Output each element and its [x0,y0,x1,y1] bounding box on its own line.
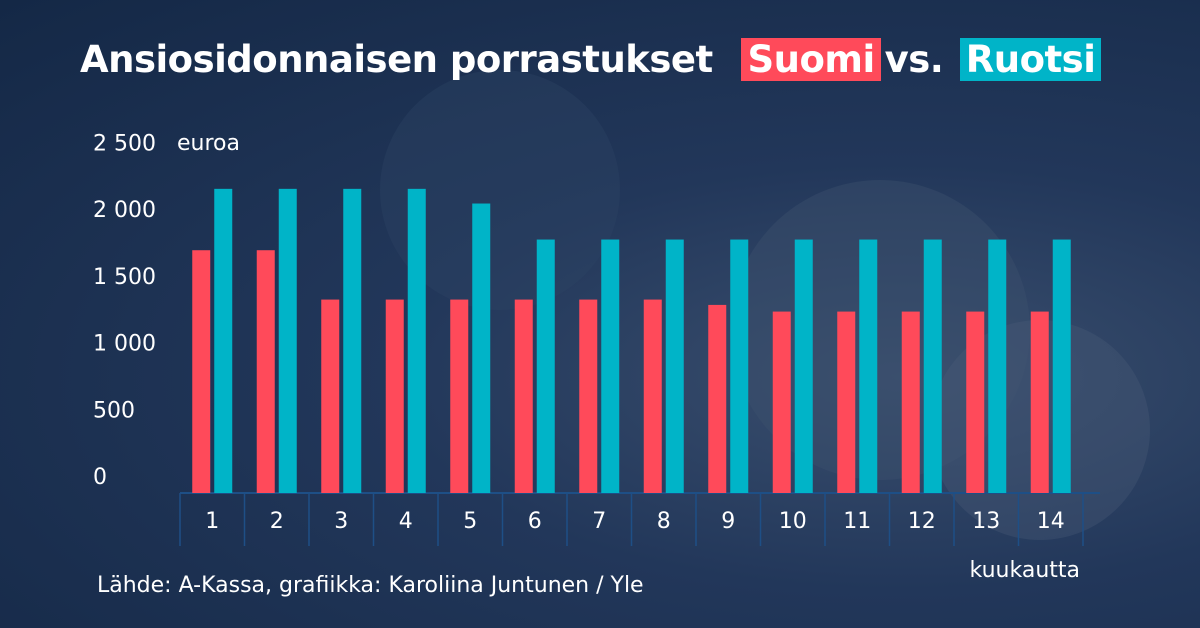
bar [966,311,985,493]
bar [1030,311,1049,493]
y-tick-label: 1 500 [93,265,156,290]
bar [278,188,297,493]
bar [708,304,727,493]
bar [214,188,233,493]
y-tick-label: 2 500 [93,132,156,157]
x-tick-label: 12 [908,509,936,534]
bar [772,311,791,493]
bar [256,250,275,493]
bar [730,239,749,493]
title-text: Ansiosidonnaisen porrastukset [80,38,713,81]
x-tick-label: 11 [843,509,871,534]
bar [579,299,598,493]
bar [859,239,878,493]
x-tick-label: 13 [972,509,1000,534]
x-tick-label: 4 [399,509,413,534]
x-tick-label: 5 [463,509,477,534]
bar [472,203,491,493]
bar [837,311,856,493]
y-tick-label: 0 [93,465,107,490]
bar [407,188,426,493]
bar [665,239,684,493]
bar [343,188,362,493]
y-tick-label: 500 [93,398,135,423]
bar [1052,239,1071,493]
x-tick-label: 1 [205,509,219,534]
x-tick-label: 9 [721,509,735,534]
source: Lähde: A-Kassa, grafiikka: Karoliina Jun… [97,573,644,598]
bar [923,239,942,493]
bar [385,299,404,493]
legend-entry: Ruotsi [959,38,1102,81]
bar [536,239,555,493]
chart-title: Ansiosidonnaisen porrastukset Suomi vs. R… [80,38,1105,81]
x-tick-label: 14 [1037,509,1065,534]
x-tick-label: 3 [334,509,348,534]
legend-entry: Suomi [741,38,881,81]
title-joiner: vs. [884,38,944,81]
bar [901,311,920,493]
bar [450,299,469,493]
coin-decor [380,70,620,310]
bar [192,250,211,493]
bar [601,239,620,493]
x-axis-label: kuukautta [970,558,1080,583]
bar [794,239,813,493]
x-tick-label: 10 [779,509,807,534]
x-tick-label: 6 [528,509,542,534]
bar [643,299,662,493]
bar [988,239,1007,493]
bar [321,299,340,493]
y-tick-label: 2 000 [93,198,156,223]
x-tick-label: 8 [657,509,671,534]
x-tick-label: 7 [592,509,606,534]
x-tick-label: 2 [270,509,284,534]
y-unit: euroa [177,131,240,156]
bar [514,299,533,493]
y-tick-label: 1 000 [93,332,156,357]
